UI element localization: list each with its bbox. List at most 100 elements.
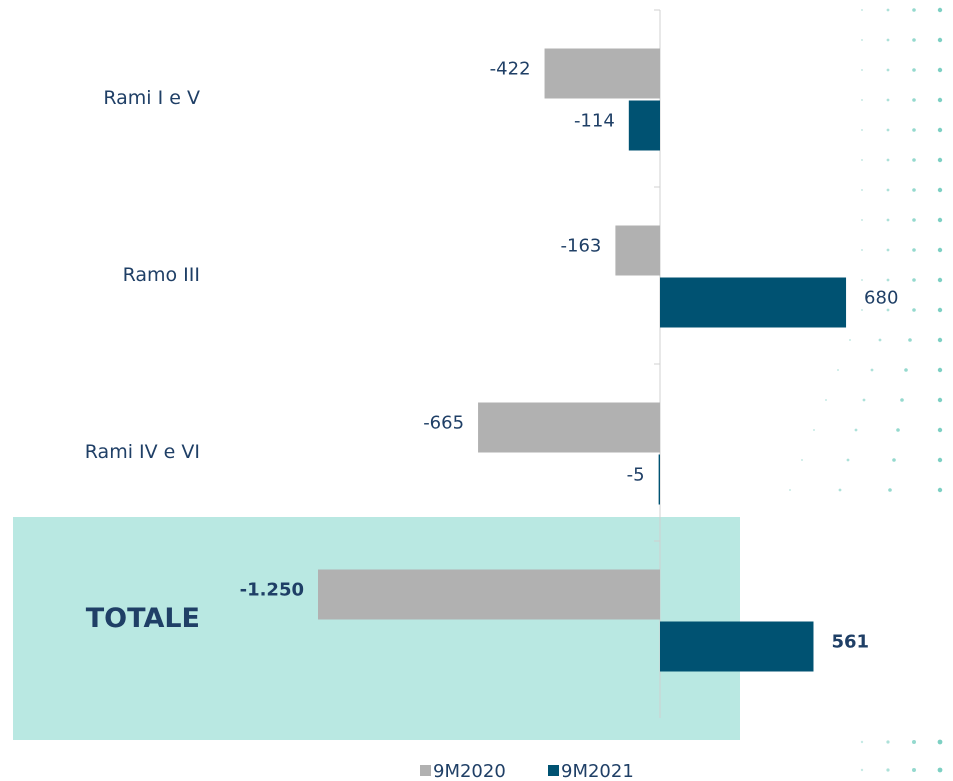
decor-dot — [886, 768, 890, 772]
decor-dot — [912, 68, 916, 72]
decor-dot — [886, 218, 890, 222]
decoration — [789, 7, 943, 773]
decor-dot — [861, 189, 863, 191]
decor-dot — [937, 7, 943, 13]
decor-dot — [861, 309, 863, 311]
decor-dot — [846, 458, 850, 462]
legend-label: 9M2021 — [561, 761, 634, 781]
decor-dot — [861, 129, 863, 131]
decor-dot — [937, 767, 943, 773]
decor-dot — [900, 398, 904, 402]
data-label: -163 — [561, 236, 602, 257]
decor-dot — [912, 38, 916, 42]
decor-dot — [849, 339, 851, 341]
data-label: -5 — [627, 465, 645, 486]
bar — [615, 225, 660, 276]
decor-dot — [837, 369, 839, 371]
decor-dot — [886, 308, 890, 312]
total-highlight — [13, 517, 740, 740]
decor-dot — [886, 248, 890, 252]
category-label: Ramo III — [123, 264, 200, 286]
decor-dot — [912, 218, 916, 222]
bar — [478, 402, 660, 453]
decor-dot — [912, 740, 916, 744]
decor-dot — [912, 158, 916, 162]
decor-dot — [937, 67, 943, 73]
decor-dot — [886, 278, 890, 282]
decor-dot — [886, 158, 890, 162]
decor-dot — [861, 249, 863, 251]
category-label: Rami IV e VI — [85, 441, 200, 463]
decor-dot — [912, 188, 916, 192]
decor-dot — [878, 338, 882, 342]
bar — [660, 621, 814, 672]
legend-label: 9M2020 — [433, 761, 506, 781]
decor-dot — [861, 99, 863, 101]
decor-dot — [861, 39, 863, 41]
decor-dot — [937, 37, 943, 43]
bar — [544, 48, 660, 99]
category-label: Rami I e V — [103, 87, 200, 109]
bar — [658, 454, 660, 505]
decor-dot — [937, 397, 943, 403]
decor-dot — [886, 98, 890, 102]
decor-dot — [860, 740, 864, 744]
decor-dot — [912, 768, 916, 772]
data-label: -114 — [574, 111, 615, 132]
decor-dot — [912, 98, 916, 102]
decor-dot — [886, 68, 890, 72]
decor-dot — [861, 279, 863, 281]
decor-dot — [892, 458, 896, 462]
decor-dot — [862, 398, 866, 402]
decor-dot — [854, 428, 858, 432]
decor-dot — [937, 487, 943, 493]
decor-dot — [870, 368, 874, 372]
decor-dot — [861, 159, 863, 161]
decor-dot — [908, 338, 912, 342]
decor-dot — [912, 248, 916, 252]
decor-dot — [886, 188, 890, 192]
data-label: -1.250 — [240, 580, 304, 601]
legend-swatch — [420, 765, 431, 776]
decor-dot — [789, 489, 791, 491]
decor-dot — [937, 337, 943, 343]
decor-dot — [886, 128, 890, 132]
decor-dot — [912, 278, 916, 282]
decor-dot — [937, 739, 943, 745]
bar — [628, 100, 660, 151]
decor-dot — [937, 157, 943, 163]
decor-dot — [861, 69, 863, 71]
decor-dot — [838, 488, 842, 492]
decor-dot — [937, 217, 943, 223]
decor-dot — [912, 128, 916, 132]
decor-dot — [937, 307, 943, 313]
decor-dot — [860, 768, 864, 772]
decor-dot — [937, 187, 943, 193]
decor-dot — [861, 9, 863, 11]
decor-dot — [886, 740, 890, 744]
decor-dot — [861, 219, 863, 221]
decor-dot — [937, 97, 943, 103]
decor-dot — [886, 38, 890, 42]
decor-dot — [896, 428, 900, 432]
decor-dot — [813, 429, 815, 431]
decor-dot — [937, 277, 943, 283]
bar — [318, 569, 660, 620]
category-label: TOTALE — [86, 603, 200, 634]
decor-dot — [937, 367, 943, 373]
legend-swatch — [548, 765, 559, 776]
decor-dot — [904, 368, 908, 372]
decor-dot — [888, 488, 892, 492]
data-label: 561 — [831, 632, 869, 653]
data-label: -665 — [423, 413, 464, 434]
decor-dot — [801, 459, 803, 461]
data-label: -422 — [490, 59, 531, 80]
decor-dot — [937, 127, 943, 133]
decor-dot — [937, 457, 943, 463]
decor-dot — [912, 8, 916, 12]
decor-dot — [937, 247, 943, 253]
decor-dot — [912, 308, 916, 312]
decor-dot — [886, 8, 890, 12]
decor-dot — [937, 427, 943, 433]
